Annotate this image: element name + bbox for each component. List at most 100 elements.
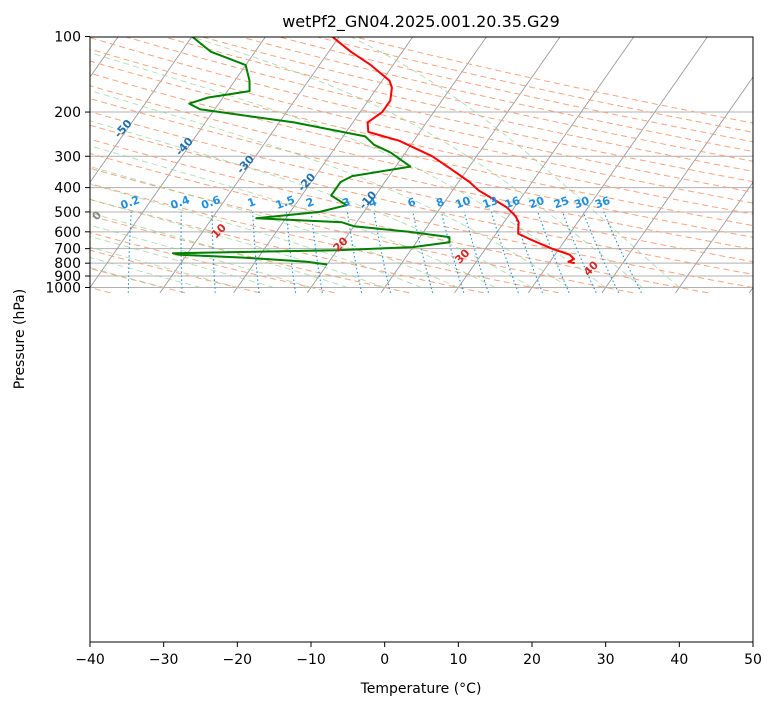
dry-adiabat-line bbox=[90, 124, 753, 275]
dry-adiabat-line bbox=[90, 60, 753, 215]
dry-adiabat-line bbox=[90, 167, 634, 294]
dry-adiabat-line bbox=[90, 111, 753, 263]
mixing-ratio-label: 2 bbox=[304, 195, 316, 210]
y-tick-label: 200 bbox=[54, 105, 81, 121]
isotherm-line bbox=[454, 37, 635, 294]
y-axis-label: Pressure (hPa) bbox=[12, 289, 28, 389]
mixing-ratio-line bbox=[582, 211, 620, 294]
dry-adiabat-label: 20 bbox=[331, 234, 351, 254]
x-tick-label: 0 bbox=[380, 652, 389, 668]
dry-adiabat-line bbox=[90, 249, 260, 294]
dry-adiabat-line bbox=[277, 37, 753, 143]
mixing-ratio-label: 10 bbox=[454, 194, 473, 212]
mixing-ratio-line bbox=[211, 211, 216, 293]
y-tick-label: 100 bbox=[54, 30, 81, 46]
dry-adiabat-line bbox=[200, 37, 753, 162]
moist-adiabat-line bbox=[90, 52, 606, 288]
dry-adiabat-line bbox=[90, 138, 753, 289]
mixing-ratio-label: 30 bbox=[572, 194, 591, 212]
dry-adiabat-line bbox=[90, 232, 335, 294]
mixing-ratio-line bbox=[412, 211, 434, 293]
x-tick-label: 40 bbox=[670, 652, 688, 668]
dry-adiabat-line bbox=[90, 48, 753, 204]
dry-adiabat-line bbox=[353, 37, 753, 124]
mixing-ratio-label: 13 bbox=[481, 194, 500, 211]
mixing-ratio-label: 3 bbox=[340, 195, 352, 210]
moist-adiabat-line bbox=[90, 165, 459, 288]
chart-title: wetPf2_GN04.2025.001.20.35.G29 bbox=[282, 12, 560, 32]
dry-adiabat-line bbox=[90, 97, 753, 250]
dry-adiabat-line bbox=[90, 268, 186, 294]
x-tick-label: 30 bbox=[597, 652, 615, 668]
mixing-ratio-line bbox=[373, 211, 392, 293]
moist-adiabat-line bbox=[90, 224, 312, 288]
x-axis-label: Temperature (°C) bbox=[360, 681, 482, 697]
mixing-ratio-line bbox=[310, 211, 323, 293]
y-tick-label: 900 bbox=[54, 269, 81, 285]
y-tick-label: 700 bbox=[54, 242, 81, 258]
mixing-ratio-line bbox=[440, 211, 465, 293]
mixing-ratio-label: 20 bbox=[527, 194, 546, 212]
isotherm-label: -40 bbox=[173, 135, 196, 159]
plot-frame bbox=[89, 36, 754, 643]
x-tick-label: 10 bbox=[449, 652, 467, 668]
mixing-ratio-line bbox=[180, 211, 183, 293]
isotherm-line bbox=[380, 37, 561, 294]
isotherm-line bbox=[527, 37, 708, 294]
moist-adiabat-line bbox=[90, 120, 533, 288]
mixing-ratio-label: 0.2 bbox=[119, 193, 142, 212]
mixing-ratio-label: 0.6 bbox=[200, 193, 223, 212]
y-tick-label: 800 bbox=[54, 256, 81, 272]
moist-adiabat-line bbox=[90, 235, 275, 288]
mixing-ratio-line bbox=[252, 211, 260, 293]
mixing-ratio-line bbox=[561, 211, 597, 294]
moist-adiabat-line bbox=[90, 212, 348, 288]
y-tick-label: 400 bbox=[54, 181, 81, 197]
data-series bbox=[171, 37, 576, 266]
temperature-profile bbox=[331, 37, 576, 265]
mixing-ratio-label: 0.4 bbox=[169, 193, 192, 212]
dry-adiabat-line bbox=[90, 85, 753, 238]
mixing-ratio-line bbox=[463, 211, 490, 293]
isotherm-line bbox=[0, 31, 49, 293]
line-labels: 0.2 0.4 0.6 1 1.5 2 3 4 6 8 10 13 16 20 25 30 36-50-40-3… bbox=[90, 117, 613, 279]
moist-adiabat-line bbox=[90, 198, 385, 288]
dry-adiabat-label: 0 bbox=[90, 208, 105, 223]
mixing-ratio-label: 25 bbox=[552, 194, 571, 211]
dewpoint-profile bbox=[171, 37, 451, 266]
background-lines bbox=[0, 31, 753, 294]
mixing-ratio-line bbox=[127, 211, 132, 293]
x-tick-label: 20 bbox=[523, 652, 541, 668]
isotherm-line bbox=[601, 76, 753, 294]
mixing-ratio-label: 1.5 bbox=[274, 193, 297, 212]
isotherm-line bbox=[90, 37, 193, 184]
x-tick-label: −40 bbox=[75, 652, 105, 668]
mixing-ratio-line bbox=[285, 211, 297, 293]
moist-adiabat-line bbox=[90, 89, 570, 288]
isotherm-line bbox=[233, 37, 414, 294]
y-tick-label: 1000 bbox=[45, 281, 81, 297]
x-tick-label: −30 bbox=[149, 652, 179, 668]
isotherm-line bbox=[159, 37, 340, 294]
moist-adiabat-line bbox=[190, 37, 643, 288]
moist-adiabat-line bbox=[90, 183, 422, 288]
mixing-ratio-label: 4 bbox=[367, 195, 379, 210]
dry-adiabat-line bbox=[90, 72, 753, 227]
mixing-ratio-label: 8 bbox=[434, 195, 446, 210]
mixing-ratio-label: 36 bbox=[593, 194, 612, 212]
y-tick-label: 600 bbox=[54, 225, 81, 241]
mixing-ratio-line bbox=[603, 211, 642, 294]
dry-adiabat-line bbox=[124, 37, 753, 183]
y-tick-label: 300 bbox=[54, 149, 81, 165]
mixing-ratio-label: 1 bbox=[246, 195, 258, 210]
moist-adiabat-line bbox=[90, 145, 496, 288]
x-tick-label: 50 bbox=[744, 652, 762, 668]
mixing-ratio-label: 16 bbox=[503, 194, 522, 212]
x-axis: −40 −30 −20 −10 0 10 20 30 40 50 bbox=[75, 642, 762, 668]
dry-adiabat-line bbox=[90, 153, 709, 294]
x-tick-label: −20 bbox=[223, 652, 253, 668]
mixing-ratio-label: 6 bbox=[406, 195, 418, 210]
x-tick-label: −10 bbox=[296, 652, 326, 668]
